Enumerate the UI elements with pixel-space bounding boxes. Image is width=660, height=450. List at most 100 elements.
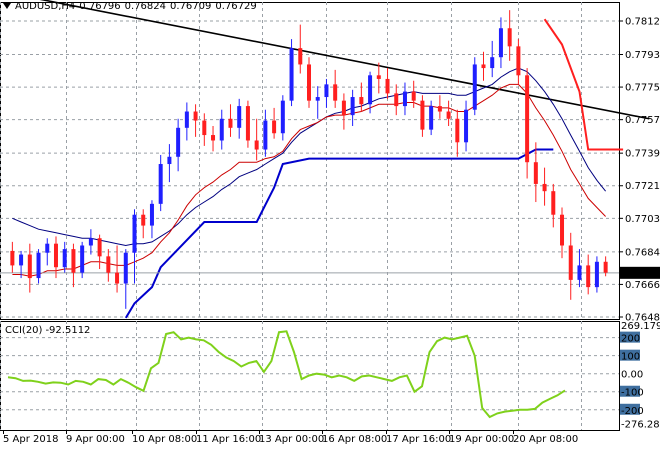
candle-body bbox=[568, 245, 573, 280]
cci-panel bbox=[0, 330, 619, 419]
candle-body bbox=[167, 156, 172, 165]
cci-axis-label: 200 bbox=[621, 334, 640, 345]
candle-body bbox=[464, 109, 469, 143]
candle-body bbox=[333, 84, 338, 101]
candle-body bbox=[97, 238, 102, 257]
candle bbox=[53, 236, 58, 279]
cci-axis-label: -276.2871 bbox=[621, 420, 660, 431]
candle-body bbox=[446, 111, 451, 119]
candle-body bbox=[429, 106, 434, 130]
candle-body bbox=[307, 64, 311, 101]
candle bbox=[36, 249, 41, 284]
time-label: 19 Apr 00:00 bbox=[449, 434, 514, 445]
candle bbox=[71, 243, 76, 288]
candle-body bbox=[516, 46, 521, 76]
candle-body bbox=[10, 250, 15, 266]
candle bbox=[594, 256, 599, 293]
candle-body bbox=[149, 203, 154, 226]
trendline bbox=[39, 0, 650, 120]
candle bbox=[455, 109, 460, 157]
candle bbox=[472, 57, 477, 116]
candle-body bbox=[420, 100, 425, 130]
candle bbox=[219, 109, 224, 150]
candle bbox=[498, 17, 503, 69]
candle-body bbox=[577, 265, 582, 280]
candle-body bbox=[560, 214, 565, 246]
cci-level-box bbox=[620, 331, 640, 343]
candle-body bbox=[123, 252, 128, 284]
open-value: 0.76796 bbox=[79, 1, 121, 12]
time-label: 13 Apr 00:00 bbox=[259, 434, 324, 445]
candle-body bbox=[36, 252, 41, 279]
candle bbox=[437, 95, 442, 119]
candle-body bbox=[551, 191, 556, 215]
candle bbox=[324, 78, 329, 108]
time-label: 20 Apr 08:00 bbox=[513, 434, 578, 445]
candle-body bbox=[472, 64, 477, 110]
price-tick-label: 0.77755 bbox=[625, 83, 660, 94]
cci-level-box bbox=[620, 349, 640, 361]
candle bbox=[420, 95, 425, 137]
candle bbox=[350, 89, 355, 127]
candle-body bbox=[498, 28, 503, 58]
candle bbox=[272, 107, 277, 139]
candle-body bbox=[298, 48, 303, 65]
candle-body bbox=[507, 28, 512, 47]
candle bbox=[464, 100, 469, 152]
candle-body bbox=[603, 261, 608, 273]
cci-name: CCI(20) bbox=[5, 325, 43, 336]
candle-body bbox=[245, 106, 250, 141]
candle bbox=[376, 62, 381, 94]
candle-body bbox=[88, 238, 93, 246]
candle-body bbox=[411, 91, 416, 101]
candle-body bbox=[62, 249, 67, 268]
candle-body bbox=[132, 214, 137, 253]
candle-body bbox=[193, 111, 198, 121]
cci-level-box bbox=[620, 385, 640, 397]
candle-body bbox=[158, 164, 163, 204]
candle bbox=[603, 256, 608, 277]
candle bbox=[411, 80, 416, 108]
current-price-box bbox=[620, 266, 660, 279]
candle bbox=[525, 68, 530, 179]
candle bbox=[106, 249, 111, 282]
candle bbox=[123, 249, 128, 309]
time-label: 10 Apr 08:00 bbox=[132, 434, 197, 445]
cci-level-box bbox=[620, 403, 640, 415]
candle bbox=[507, 10, 512, 61]
candle bbox=[307, 57, 311, 108]
candle-body bbox=[80, 245, 85, 273]
candle-body bbox=[490, 57, 495, 69]
cci-axis-label: 100 bbox=[621, 352, 640, 363]
candle bbox=[211, 126, 216, 152]
time-label: 16 Apr 08:00 bbox=[322, 434, 387, 445]
candle bbox=[97, 234, 102, 270]
candle bbox=[80, 241, 85, 279]
candle-body bbox=[19, 254, 24, 266]
candle-body bbox=[394, 93, 399, 107]
candle-body bbox=[106, 256, 111, 273]
candle-body bbox=[315, 97, 320, 101]
candle bbox=[551, 183, 556, 228]
candle-body bbox=[219, 118, 224, 141]
cci-axis-label: -200 bbox=[621, 406, 644, 417]
candle bbox=[429, 100, 434, 136]
candle-body bbox=[53, 243, 58, 268]
candle bbox=[542, 167, 547, 206]
candles bbox=[10, 10, 608, 309]
stop-line-red bbox=[543, 18, 624, 151]
envelope-fast-line bbox=[12, 83, 606, 277]
time-label: 9 Apr 00:00 bbox=[66, 434, 125, 445]
candle-body bbox=[254, 140, 259, 150]
candle bbox=[237, 98, 242, 139]
candle-body bbox=[45, 243, 50, 253]
dropdown-triangle-icon[interactable] bbox=[3, 3, 11, 9]
price-tick-label: 0.77935 bbox=[625, 50, 660, 61]
price-tick-label: 0.76665 bbox=[625, 280, 660, 291]
high-value: 0.76824 bbox=[124, 1, 167, 12]
candle bbox=[586, 254, 591, 295]
candle bbox=[158, 154, 163, 212]
candle bbox=[402, 82, 407, 116]
candle bbox=[167, 144, 172, 183]
candle-body bbox=[115, 272, 120, 284]
